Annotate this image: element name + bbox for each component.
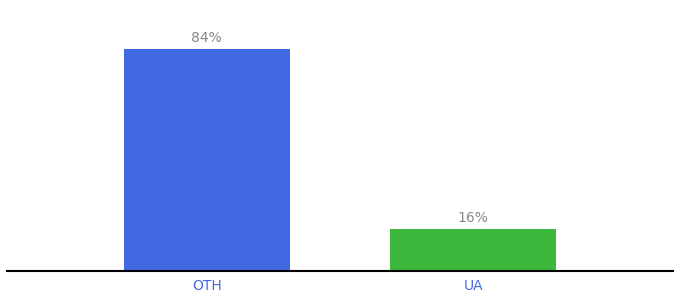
Text: 84%: 84%	[191, 31, 222, 45]
Text: 16%: 16%	[458, 211, 489, 225]
Bar	[390, 229, 556, 271]
Bar	[124, 49, 290, 271]
